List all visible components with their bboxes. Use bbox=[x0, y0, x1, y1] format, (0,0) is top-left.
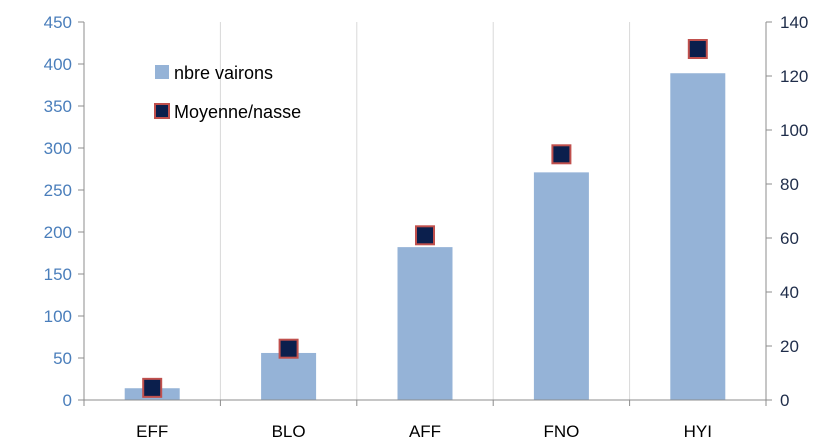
vertical-gridlines bbox=[219, 22, 631, 400]
y-right-tick-label: 120 bbox=[780, 67, 808, 86]
legend-label-bar: nbre vairons bbox=[174, 63, 273, 83]
bar-fno bbox=[533, 172, 589, 400]
bar-aff bbox=[397, 247, 453, 400]
x-tick-label: AFF bbox=[409, 422, 441, 441]
y-right-tick-label: 140 bbox=[780, 13, 808, 32]
marker-hyi bbox=[687, 39, 708, 59]
y-left-tick-label: 50 bbox=[53, 349, 72, 368]
marker-aff bbox=[415, 225, 435, 246]
y-left-tick-label: 350 bbox=[44, 97, 72, 116]
y-right-tick-label: 0 bbox=[780, 391, 789, 410]
x-tick-label: BLO bbox=[272, 422, 306, 441]
y-left-tick-label: 400 bbox=[44, 55, 72, 74]
y-right-tick-label: 40 bbox=[780, 283, 799, 302]
y-right-tick-label: 100 bbox=[780, 121, 808, 140]
legend-swatch-marker bbox=[154, 103, 170, 119]
x-tick-label: EFF bbox=[136, 422, 168, 441]
legend-label-marker: Moyenne/nasse bbox=[174, 102, 301, 122]
y-left-tick-label: 0 bbox=[63, 391, 72, 410]
y-right-tick-label: 80 bbox=[780, 175, 799, 194]
x-tick-label: HYI bbox=[684, 422, 712, 441]
y-left-tick-label: 100 bbox=[44, 307, 72, 326]
y-left-tick-label: 150 bbox=[44, 265, 72, 284]
y-left-tick-label: 300 bbox=[44, 139, 72, 158]
y-left-tick-label: 200 bbox=[44, 223, 72, 242]
x-tick-label: FNO bbox=[543, 422, 579, 441]
marker-eff bbox=[142, 377, 163, 398]
marker-blo bbox=[278, 338, 299, 359]
bar-series bbox=[124, 73, 726, 401]
marker-series bbox=[142, 39, 708, 398]
y-left-tick-label: 250 bbox=[44, 181, 72, 200]
tick-labels: 0 50 100 150 200 250 300 350 400 450 0 20 40 60 80 100 1… bbox=[44, 13, 809, 441]
y-right-tick-label: 20 bbox=[780, 337, 799, 356]
y-right-tick-label: 60 bbox=[780, 229, 799, 248]
y-left-tick-label: 450 bbox=[44, 13, 72, 32]
legend: nbre vairons Moyenne/nasse bbox=[154, 63, 301, 122]
bar-hyi bbox=[670, 73, 726, 401]
axes bbox=[78, 21, 772, 406]
marker-fno bbox=[551, 144, 572, 165]
legend-swatch-bar bbox=[155, 65, 169, 79]
bar-blo bbox=[261, 352, 317, 400]
